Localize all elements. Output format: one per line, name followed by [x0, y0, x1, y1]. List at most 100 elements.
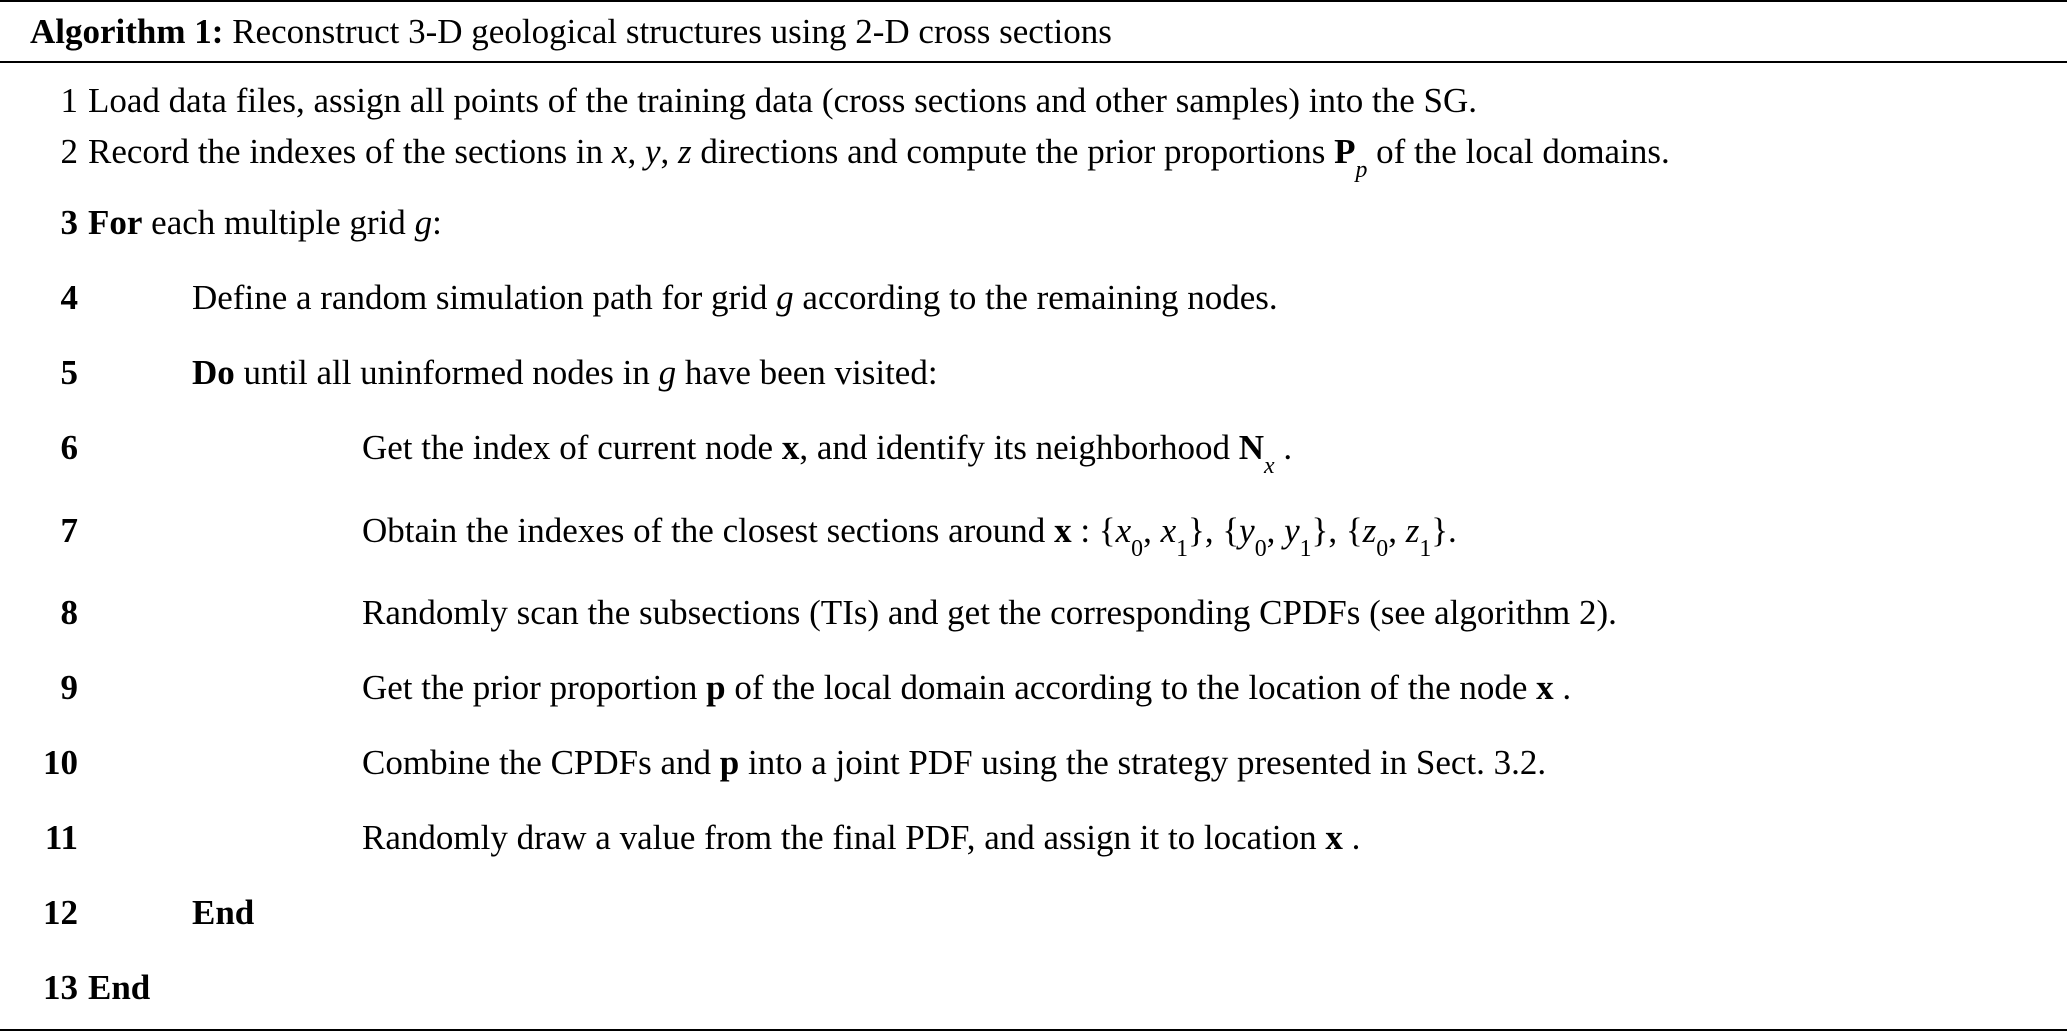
text: . [1343, 818, 1361, 857]
text: Define a random simulation path for grid [192, 278, 776, 317]
text: : [432, 203, 442, 242]
algo-line: 2 Record the indexes of the sections in … [30, 126, 2067, 185]
line-content: For each multiple grid g: [82, 205, 442, 240]
subscript-1: 1 [1419, 536, 1431, 562]
subscript-1: 1 [1300, 536, 1312, 562]
algo-line: 13 End [30, 950, 2067, 1025]
comma: , [1143, 511, 1161, 550]
text: have been visited: [676, 353, 937, 392]
subscript-x: x [1264, 453, 1275, 479]
line-content: Record the indexes of the sections in x,… [82, 134, 1670, 177]
algo-line: 5 Do until all uninformed nodes in g hav… [30, 335, 2067, 410]
brace-open: { [1099, 511, 1116, 550]
text: . [1275, 428, 1293, 467]
text: until all uninformed nodes in [235, 353, 659, 392]
line-number: 7 [30, 513, 82, 548]
line-number: 6 [30, 430, 82, 465]
algo-line: 4 Define a random simulation path for gr… [30, 260, 2067, 335]
period: . [1448, 511, 1457, 550]
brace-open: { [1346, 511, 1363, 550]
var-y: y [1239, 511, 1255, 550]
prior-proportion-symbol: Pp [1334, 132, 1367, 171]
text: Obtain the indexes of the closest sectio… [362, 511, 1054, 550]
var-g: g [415, 203, 433, 242]
text: Combine the CPDFs and [362, 743, 720, 782]
algorithm-block: Algorithm 1: Reconstruct 3-D geological … [0, 0, 2067, 1031]
text: , [660, 132, 678, 171]
algo-line: 12 End [30, 875, 2067, 950]
var-y: y [645, 132, 661, 171]
set-x: {x0, x1} [1099, 511, 1205, 550]
algo-line: 6 Get the index of current node x, and i… [30, 410, 2067, 493]
line-content: Do until all uninformed nodes in g have … [82, 355, 938, 390]
text: of the local domains. [1367, 132, 1669, 171]
var-x: x [1161, 511, 1177, 550]
vector-x: x [1536, 668, 1554, 707]
text: : [1072, 511, 1099, 550]
var-z: z [1406, 511, 1420, 550]
subscript-0: 0 [1255, 536, 1267, 562]
text: Randomly draw a value from the final PDF… [362, 818, 1325, 857]
var-g: g [776, 278, 794, 317]
text: , and identify its neighborhood [799, 428, 1238, 467]
algo-line: 3 For each multiple grid g: [30, 185, 2067, 260]
vector-x: x [1325, 818, 1343, 857]
algo-line: 10 Combine the CPDFs and p into a joint … [30, 725, 2067, 800]
keyword-for: For [88, 203, 142, 242]
rule-bottom [0, 1029, 2067, 1031]
brace-close: } [1188, 511, 1205, 550]
subscript-p: p [1356, 157, 1368, 183]
keyword-do: Do [192, 353, 235, 392]
var-g: g [659, 353, 677, 392]
algorithm-label: Algorithm 1: [30, 12, 223, 51]
text: according to the remaining nodes. [794, 278, 1278, 317]
keyword-end: End [192, 893, 254, 932]
text: of the local domain according to the loc… [726, 668, 1537, 707]
text: , [627, 132, 645, 171]
algo-line: 1 Load data files, assign all points of … [30, 75, 2067, 126]
line-number: 8 [30, 595, 82, 630]
neighborhood-symbol: Nx [1239, 428, 1275, 467]
line-content: Combine the CPDFs and p into a joint PDF… [82, 745, 1546, 780]
text: . [1554, 668, 1572, 707]
vector-p: p [720, 743, 739, 782]
line-content: Randomly scan the subsections (TIs) and … [82, 595, 1617, 630]
symbol-n-bold: N [1239, 428, 1264, 467]
set-z: {z0, z1} [1346, 511, 1448, 550]
text: into a joint PDF using the strategy pres… [739, 743, 1546, 782]
text: Get the index of current node [362, 428, 782, 467]
text: each multiple grid [142, 203, 414, 242]
var-z: z [1363, 511, 1377, 550]
text: Randomly scan the subsections (TIs) and … [362, 593, 1617, 632]
vector-x: x [782, 428, 800, 467]
brace-close: } [1431, 511, 1448, 550]
line-number: 4 [30, 280, 82, 315]
line-content: Get the index of current node x, and ide… [82, 430, 1292, 473]
algo-line: 8 Randomly scan the subsections (TIs) an… [30, 575, 2067, 650]
line-number: 12 [30, 895, 82, 930]
set-y: {y0, y1} [1222, 511, 1328, 550]
line-content: End [82, 895, 254, 930]
text: Load data files, assign all points of th… [88, 81, 1477, 120]
algo-line: 11 Randomly draw a value from the final … [30, 800, 2067, 875]
algorithm-title: Reconstruct 3-D geological structures us… [232, 12, 1112, 51]
text: Get the prior proportion [362, 668, 706, 707]
var-x: x [1116, 511, 1132, 550]
line-number: 2 [30, 134, 82, 169]
algorithm-body: 1 Load data files, assign all points of … [0, 63, 2067, 1029]
algo-line: 9 Get the prior proportion p of the loca… [30, 650, 2067, 725]
line-number: 9 [30, 670, 82, 705]
line-number: 13 [30, 970, 82, 1005]
vector-p: p [706, 668, 725, 707]
algorithm-title-row: Algorithm 1: Reconstruct 3-D geological … [0, 2, 2067, 61]
line-number: 10 [30, 745, 82, 780]
keyword-end: End [88, 968, 150, 1007]
vector-x: x [1054, 511, 1072, 550]
line-number: 3 [30, 205, 82, 240]
text: Record the indexes of the sections in [88, 132, 612, 171]
subscript-0: 0 [1376, 536, 1388, 562]
var-y: y [1284, 511, 1300, 550]
subscript-1: 1 [1176, 536, 1188, 562]
comma: , [1267, 511, 1285, 550]
symbol-p-bold: P [1334, 132, 1355, 171]
